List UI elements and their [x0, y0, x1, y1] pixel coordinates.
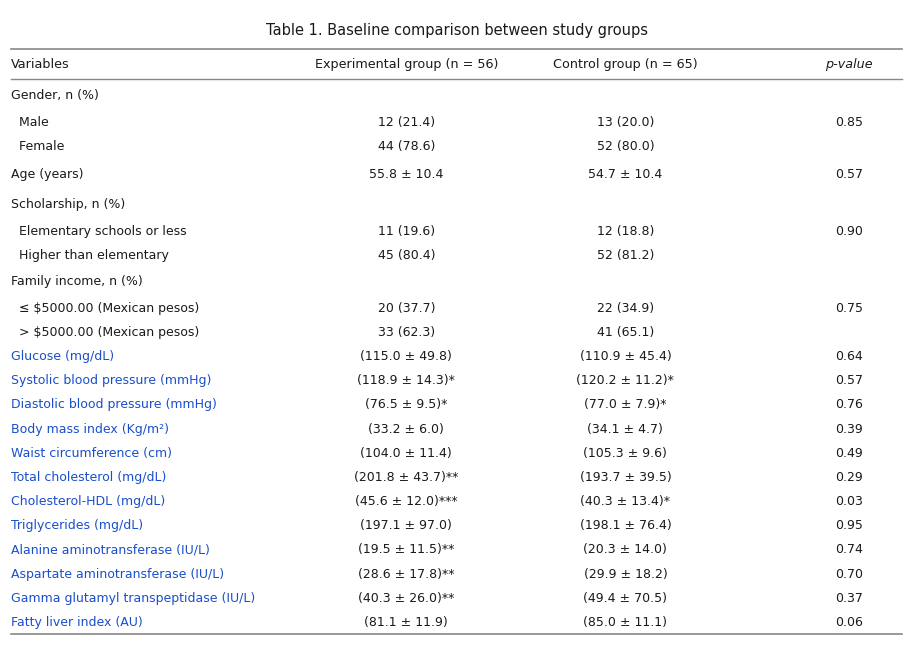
- Text: Variables: Variables: [11, 58, 69, 71]
- Text: Elementary schools or less: Elementary schools or less: [11, 225, 186, 238]
- Text: (118.9 ± 14.3)*: (118.9 ± 14.3)*: [357, 374, 456, 388]
- Text: (198.1 ± 76.4): (198.1 ± 76.4): [580, 519, 671, 532]
- Text: Body mass index (Kg/m²): Body mass index (Kg/m²): [11, 422, 169, 435]
- Text: 45 (80.4): 45 (80.4): [378, 249, 435, 262]
- Text: p-value: p-value: [825, 58, 873, 71]
- Text: Gender, n (%): Gender, n (%): [11, 89, 99, 102]
- Text: (40.3 ± 13.4)*: (40.3 ± 13.4)*: [581, 495, 670, 508]
- Text: 13 (20.0): 13 (20.0): [597, 116, 654, 129]
- Text: 0.57: 0.57: [835, 168, 863, 181]
- Text: 54.7 ± 10.4: 54.7 ± 10.4: [588, 168, 663, 181]
- Text: (104.0 ± 11.4): (104.0 ± 11.4): [361, 447, 452, 460]
- Text: Diastolic blood pressure (mmHg): Diastolic blood pressure (mmHg): [11, 399, 216, 412]
- Text: 52 (81.2): 52 (81.2): [597, 249, 654, 262]
- Text: Family income, n (%): Family income, n (%): [11, 275, 142, 288]
- Text: (120.2 ± 11.2)*: (120.2 ± 11.2)*: [576, 374, 675, 388]
- Text: (115.0 ± 49.8): (115.0 ± 49.8): [361, 350, 452, 363]
- Text: 41 (65.1): 41 (65.1): [597, 326, 654, 339]
- Text: (76.5 ± 9.5)*: (76.5 ± 9.5)*: [365, 399, 447, 412]
- Text: Experimental group (n = 56): Experimental group (n = 56): [315, 58, 498, 71]
- Text: Total cholesterol (mg/dL): Total cholesterol (mg/dL): [11, 471, 166, 484]
- Text: 0.57: 0.57: [835, 374, 863, 388]
- Text: (201.8 ± 43.7)**: (201.8 ± 43.7)**: [354, 471, 458, 484]
- Text: (40.3 ± 26.0)**: (40.3 ± 26.0)**: [358, 592, 455, 605]
- Text: ≤ $5000.00 (Mexican pesos): ≤ $5000.00 (Mexican pesos): [11, 302, 199, 315]
- Text: 0.64: 0.64: [835, 350, 863, 363]
- Text: 44 (78.6): 44 (78.6): [378, 140, 435, 153]
- Text: 55.8 ± 10.4: 55.8 ± 10.4: [369, 168, 444, 181]
- Text: 0.06: 0.06: [835, 616, 863, 629]
- Text: (105.3 ± 9.6): (105.3 ± 9.6): [583, 447, 667, 460]
- Text: 0.85: 0.85: [835, 116, 863, 129]
- Text: 0.75: 0.75: [835, 302, 863, 315]
- Text: (193.7 ± 39.5): (193.7 ± 39.5): [580, 471, 671, 484]
- Text: Fatty liver index (AU): Fatty liver index (AU): [11, 616, 142, 629]
- Text: (85.0 ± 11.1): (85.0 ± 11.1): [583, 616, 667, 629]
- Text: 0.70: 0.70: [835, 567, 863, 581]
- Text: 33 (62.3): 33 (62.3): [378, 326, 435, 339]
- Text: Age (years): Age (years): [11, 168, 83, 181]
- Text: Waist circumference (cm): Waist circumference (cm): [11, 447, 172, 460]
- Text: (33.2 ± 6.0): (33.2 ± 6.0): [368, 422, 445, 435]
- Text: Male: Male: [11, 116, 48, 129]
- Text: Glucose (mg/dL): Glucose (mg/dL): [11, 350, 114, 363]
- Text: 0.74: 0.74: [835, 543, 863, 556]
- Text: > $5000.00 (Mexican pesos): > $5000.00 (Mexican pesos): [11, 326, 199, 339]
- Text: (110.9 ± 45.4): (110.9 ± 45.4): [580, 350, 671, 363]
- Text: 11 (19.6): 11 (19.6): [378, 225, 435, 238]
- Text: (19.5 ± 11.5)**: (19.5 ± 11.5)**: [358, 543, 455, 556]
- Text: (28.6 ± 17.8)**: (28.6 ± 17.8)**: [358, 567, 455, 581]
- Text: Alanine aminotransferase (IU/L): Alanine aminotransferase (IU/L): [11, 543, 210, 556]
- Text: 22 (34.9): 22 (34.9): [597, 302, 654, 315]
- Text: (29.9 ± 18.2): (29.9 ± 18.2): [583, 567, 667, 581]
- Text: 52 (80.0): 52 (80.0): [596, 140, 655, 153]
- Text: (197.1 ± 97.0): (197.1 ± 97.0): [361, 519, 452, 532]
- Text: 0.39: 0.39: [835, 422, 863, 435]
- Text: 0.95: 0.95: [835, 519, 863, 532]
- Text: 0.49: 0.49: [835, 447, 863, 460]
- Text: 20 (37.7): 20 (37.7): [378, 302, 435, 315]
- Text: 0.29: 0.29: [835, 471, 863, 484]
- Text: Triglycerides (mg/dL): Triglycerides (mg/dL): [11, 519, 143, 532]
- Text: Gamma glutamyl transpeptidase (IU/L): Gamma glutamyl transpeptidase (IU/L): [11, 592, 256, 605]
- Text: Control group (n = 65): Control group (n = 65): [553, 58, 698, 71]
- Text: (77.0 ± 7.9)*: (77.0 ± 7.9)*: [584, 399, 666, 412]
- Text: Higher than elementary: Higher than elementary: [11, 249, 169, 262]
- Text: 0.90: 0.90: [835, 225, 863, 238]
- Text: Systolic blood pressure (mmHg): Systolic blood pressure (mmHg): [11, 374, 211, 388]
- Text: (45.6 ± 12.0)***: (45.6 ± 12.0)***: [355, 495, 457, 508]
- Text: Table 1. Baseline comparison between study groups: Table 1. Baseline comparison between stu…: [266, 23, 647, 37]
- Text: (81.1 ± 11.9): (81.1 ± 11.9): [364, 616, 448, 629]
- Text: 0.37: 0.37: [835, 592, 863, 605]
- Text: Aspartate aminotransferase (IU/L): Aspartate aminotransferase (IU/L): [11, 567, 224, 581]
- Text: (34.1 ± 4.7): (34.1 ± 4.7): [587, 422, 664, 435]
- Text: 12 (21.4): 12 (21.4): [378, 116, 435, 129]
- Text: 0.76: 0.76: [835, 399, 863, 412]
- Text: 12 (18.8): 12 (18.8): [597, 225, 654, 238]
- Text: (49.4 ± 70.5): (49.4 ± 70.5): [583, 592, 667, 605]
- Text: Cholesterol-HDL (mg/dL): Cholesterol-HDL (mg/dL): [11, 495, 165, 508]
- Text: Scholarship, n (%): Scholarship, n (%): [11, 198, 125, 211]
- Text: 0.03: 0.03: [835, 495, 863, 508]
- Text: (20.3 ± 14.0): (20.3 ± 14.0): [583, 543, 667, 556]
- Text: Female: Female: [11, 140, 64, 153]
